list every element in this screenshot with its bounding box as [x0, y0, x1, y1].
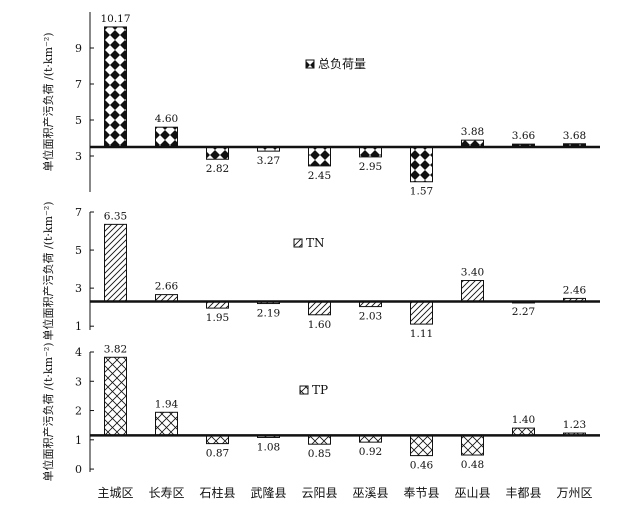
data-label: 0.48	[461, 459, 484, 471]
bar	[308, 300, 331, 316]
x-category-label: 石柱县	[199, 485, 235, 500]
x-category-label: 巫山县	[454, 486, 490, 500]
x-category-label: 奉节县	[403, 486, 439, 500]
y-tick-label: 2	[75, 405, 82, 418]
legend-swatch	[305, 59, 315, 69]
data-label: 3.82	[104, 343, 127, 355]
bar	[155, 126, 178, 148]
x-category-label: 主城区	[97, 486, 133, 500]
data-label: 2.46	[563, 284, 587, 296]
x-category-label: 长寿区	[148, 486, 184, 500]
data-label: 1.95	[206, 312, 229, 324]
bar	[410, 300, 433, 325]
category-axis: 主城区 长寿区 石柱县 武隆县 云阳县 巫溪县 奉节县 巫山县 丰都县 万州区	[97, 485, 592, 500]
y-tick-label: 7	[75, 206, 82, 219]
chart-panel-3: 0 1 2 3 4 单位面积产污负荷 /(t·km⁻²) 3.82 1.94 0.87 1.08 0…	[41, 342, 600, 482]
x-category-label: 万州区	[556, 486, 592, 500]
data-label: 0.85	[308, 448, 331, 460]
data-label: 2.19	[257, 308, 280, 320]
bar	[206, 146, 229, 160]
data-label: 0.87	[206, 448, 229, 460]
bar	[104, 223, 127, 302]
y-tick-label: 5	[75, 114, 82, 127]
data-label: 2.82	[206, 163, 229, 175]
y-tick-label: 4	[75, 346, 82, 359]
y-axis-label: 单位面积产污负荷 /(t·km⁻²)	[41, 32, 55, 171]
chart-panel-2: 1 3 5 7 单位面积产污负荷 /(t·km⁻²) 6.35 2.66 1.95 2.19 1.…	[41, 201, 600, 341]
x-category-label: 巫溪县	[352, 486, 388, 500]
data-label: 2.27	[512, 306, 535, 318]
data-label: 2.45	[308, 170, 331, 182]
x-category-label: 云阳县	[301, 486, 337, 500]
y-tick-label: 7	[75, 78, 82, 91]
bar	[308, 146, 331, 167]
data-label: 1.23	[563, 419, 586, 431]
y-tick-label: 3	[75, 150, 82, 163]
data-label: 2.03	[359, 311, 382, 323]
y-axis-label: 单位面积产污负荷 /(t·km⁻²)	[41, 342, 55, 481]
data-label: 2.95	[359, 161, 382, 173]
data-label: 4.60	[155, 113, 178, 125]
chart-panel-1: 3 5 7 9 单位面积产污负荷 /(t·km⁻²) 10.17 4.60 2.82 3.27 2…	[41, 12, 600, 198]
data-label: 3.40	[461, 267, 484, 279]
bar	[410, 146, 433, 183]
y-axis-label: 单位面积产污负荷 /(t·km⁻²)	[41, 201, 55, 340]
data-label: 0.92	[359, 446, 382, 458]
bar	[410, 434, 433, 457]
data-label: 1.94	[155, 398, 179, 410]
bar	[461, 434, 484, 456]
legend-swatch	[299, 385, 309, 395]
data-label: 3.88	[461, 126, 484, 138]
bar	[359, 146, 382, 158]
x-category-label: 武隆县	[250, 485, 286, 500]
bar	[104, 356, 127, 436]
y-tick-label: 3	[75, 282, 82, 295]
data-label: 10.17	[100, 13, 130, 25]
legend-label: 总负荷量	[318, 57, 366, 71]
data-label: 6.35	[104, 210, 127, 222]
chart-panels: 3 5 7 9 单位面积产污负荷 /(t·km⁻²) 10.17 4.60 2.82 3.27 2…	[41, 12, 600, 482]
data-label: 1.57	[410, 186, 433, 198]
bar	[155, 411, 178, 436]
bar	[104, 26, 127, 148]
x-category-label: 丰都县	[505, 486, 541, 500]
y-tick-label: 5	[75, 244, 82, 257]
data-label: 3.27	[257, 155, 280, 167]
bar	[308, 434, 331, 445]
legend-label: TN	[306, 236, 325, 250]
bar	[461, 280, 484, 302]
data-label: 1.08	[257, 441, 280, 453]
legend-label: TP	[312, 383, 328, 397]
data-label: 2.66	[155, 281, 179, 293]
data-label: 0.46	[410, 460, 434, 472]
data-label: 3.66	[512, 130, 536, 142]
y-tick-label: 1	[75, 320, 82, 333]
data-label: 1.11	[410, 328, 433, 340]
data-label: 1.40	[512, 414, 535, 426]
y-tick-label: 3	[75, 375, 82, 388]
data-label: 3.68	[563, 130, 586, 142]
y-tick-label: 9	[75, 42, 82, 55]
y-tick-label: 0	[75, 463, 82, 476]
legend-swatch	[293, 238, 303, 248]
y-tick-label: 1	[75, 434, 82, 447]
data-label: 1.60	[308, 319, 331, 331]
